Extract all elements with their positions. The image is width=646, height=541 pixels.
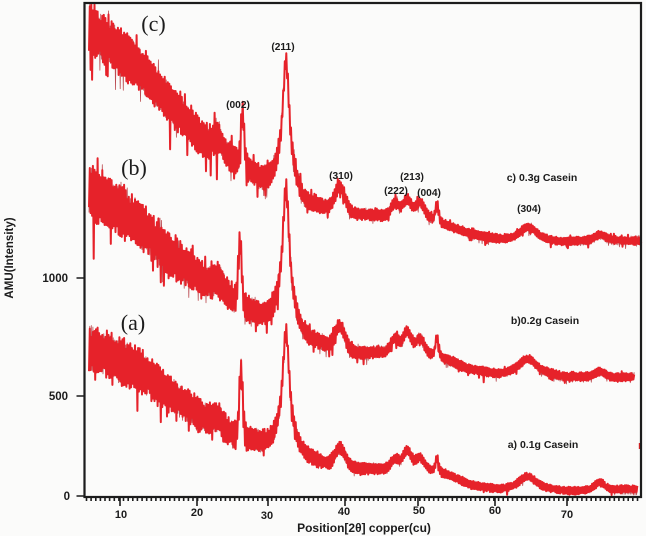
svg-text:(002): (002) bbox=[226, 100, 250, 111]
svg-text:(004): (004) bbox=[417, 188, 441, 199]
svg-text:(222): (222) bbox=[384, 186, 408, 197]
svg-text:a) 0.1g Casein: a) 0.1g Casein bbox=[508, 439, 579, 451]
svg-text:(304): (304) bbox=[517, 204, 541, 215]
svg-text:(211): (211) bbox=[271, 42, 294, 53]
svg-text:20: 20 bbox=[191, 507, 203, 519]
svg-text:(310): (310) bbox=[329, 171, 353, 182]
svg-text:0: 0 bbox=[64, 491, 70, 503]
svg-text:c) 0.3g Casein: c) 0.3g Casein bbox=[507, 172, 578, 184]
svg-text:70: 70 bbox=[561, 509, 573, 521]
svg-text:(213): (213) bbox=[400, 172, 424, 183]
svg-text:10: 10 bbox=[115, 509, 127, 521]
svg-text:500: 500 bbox=[49, 391, 68, 403]
svg-text:(b): (b) bbox=[121, 155, 147, 180]
svg-text:1000: 1000 bbox=[42, 273, 68, 285]
svg-text:30: 30 bbox=[261, 510, 273, 522]
svg-text:AMU(Intensity): AMU(Intensity) bbox=[4, 217, 16, 298]
svg-text:50: 50 bbox=[413, 505, 425, 517]
svg-text:40: 40 bbox=[338, 506, 350, 518]
svg-text:60: 60 bbox=[489, 505, 501, 517]
svg-text:b)0.2g Casein: b)0.2g Casein bbox=[511, 315, 579, 327]
svg-text:Position[2θ] copper(cu): Position[2θ] copper(cu) bbox=[297, 521, 431, 535]
svg-text:(a): (a) bbox=[121, 310, 145, 335]
svg-text:(c): (c) bbox=[141, 11, 165, 36]
